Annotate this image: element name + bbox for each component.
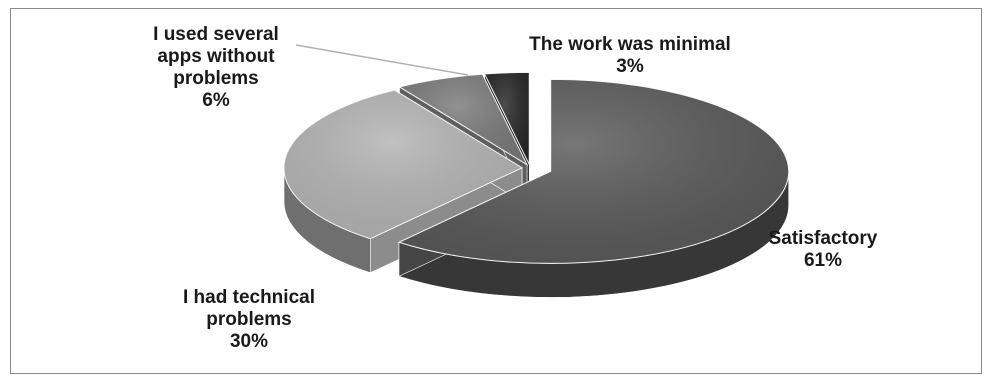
label-technical-pct: 30% xyxy=(229,331,269,352)
label-apps-line-1: I used several xyxy=(153,24,279,45)
label-apps-line-3: problems xyxy=(173,68,259,89)
slice-shine-several-apps xyxy=(399,74,528,165)
label-technical-line-1: I had technical xyxy=(183,287,315,308)
label-satisfactory: Satisfactory 61% xyxy=(768,228,878,272)
slice-shine-satisfactory xyxy=(398,79,789,264)
label-several-apps: I used several apps without problems 6% xyxy=(126,24,306,112)
label-technical-problems: I had technical problems 30% xyxy=(158,287,340,353)
slice-shine-technical-problems xyxy=(284,90,523,239)
label-satisfactory-pct: 61% xyxy=(803,250,843,271)
label-satisfactory-line-1: Satisfactory xyxy=(768,228,878,249)
leader-line xyxy=(295,44,469,76)
label-apps-pct: 6% xyxy=(202,90,230,111)
label-minimal-line-1: The work was minimal xyxy=(529,34,731,55)
label-minimal-pct: 3% xyxy=(616,56,644,77)
label-technical-line-2: problems xyxy=(206,309,292,330)
label-work-minimal: The work was minimal 3% xyxy=(500,34,760,78)
slice-shine-work-minimal xyxy=(484,72,530,165)
label-apps-line-2: apps without xyxy=(157,46,275,67)
